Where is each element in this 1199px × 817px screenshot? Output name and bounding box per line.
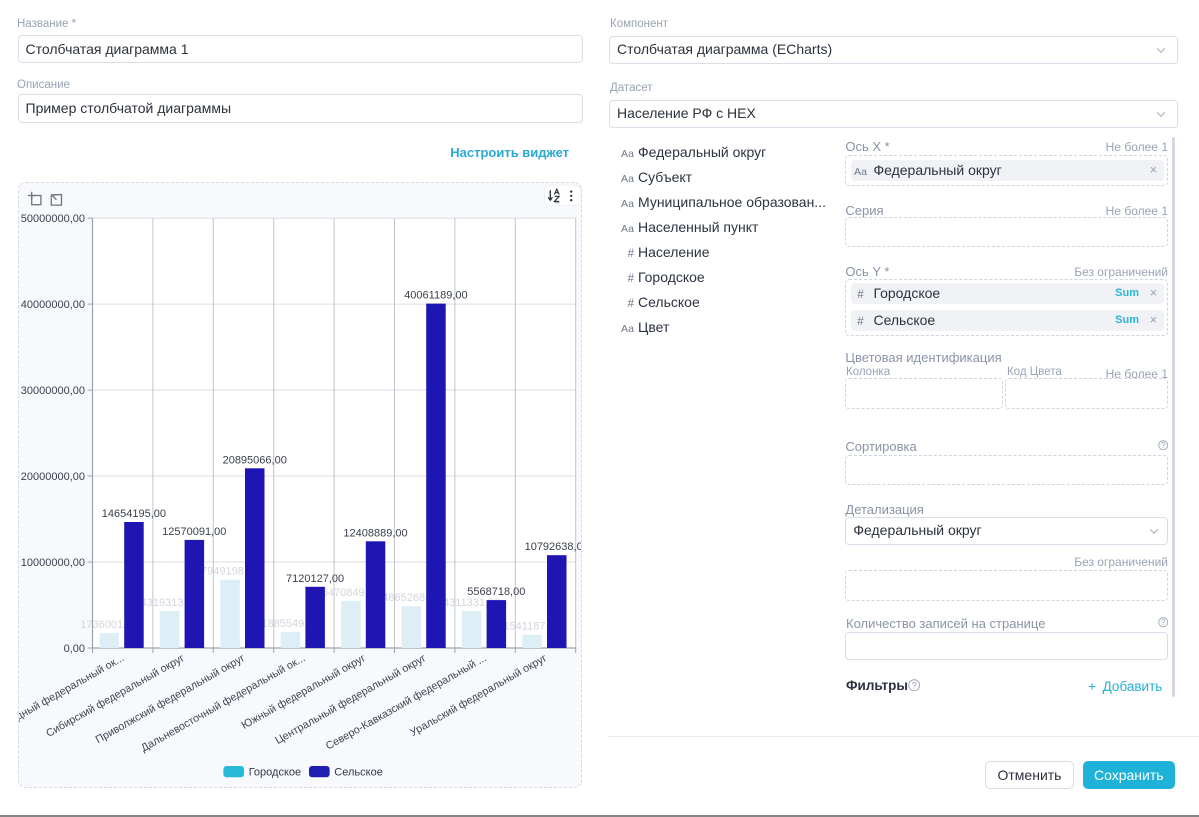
svg-text:20895066,00: 20895066,00	[222, 454, 286, 466]
svg-text:12408889,00: 12408889,00	[343, 527, 407, 539]
svg-text:10000000,00: 10000000,00	[20, 556, 84, 568]
svg-text:1736001,00: 1736001,00	[80, 619, 138, 631]
svg-text:4865268,00: 4865268,00	[382, 592, 440, 604]
svg-text:40061189,00: 40061189,00	[404, 289, 467, 301]
svg-text:40000000,00: 40000000,00	[20, 298, 84, 310]
svg-text:7949198,00: 7949198,00	[201, 565, 259, 577]
svg-text:10792638,00: 10792638,00	[524, 541, 581, 553]
svg-text:14654195,00: 14654195,00	[101, 508, 165, 520]
svg-text:?: ?	[1161, 441, 1166, 450]
svg-text:5568718,00: 5568718,00	[467, 586, 525, 598]
svg-text:?: ?	[912, 680, 917, 691]
svg-text:Сельское: Сельское	[334, 766, 383, 778]
svg-text:30000000,00: 30000000,00	[20, 384, 84, 396]
svg-text:?: ?	[1161, 618, 1166, 627]
svg-text:12570091,00: 12570091,00	[162, 525, 226, 537]
svg-text:7120127,00: 7120127,00	[286, 572, 344, 584]
svg-text:1885549,00: 1885549,00	[261, 617, 319, 629]
svg-text:0,00: 0,00	[63, 642, 84, 654]
svg-text:50000000,00: 50000000,00	[20, 212, 84, 224]
svg-text:4311331,00: 4311331,00	[443, 596, 500, 608]
svg-text:Городское: Городское	[248, 766, 300, 778]
svg-text:1541187,00: 1541187,00	[503, 620, 560, 632]
svg-text:4319313,00: 4319313,00	[140, 596, 198, 608]
svg-text:5470849,00: 5470849,00	[321, 587, 379, 599]
svg-text:20000000,00: 20000000,00	[20, 470, 84, 482]
